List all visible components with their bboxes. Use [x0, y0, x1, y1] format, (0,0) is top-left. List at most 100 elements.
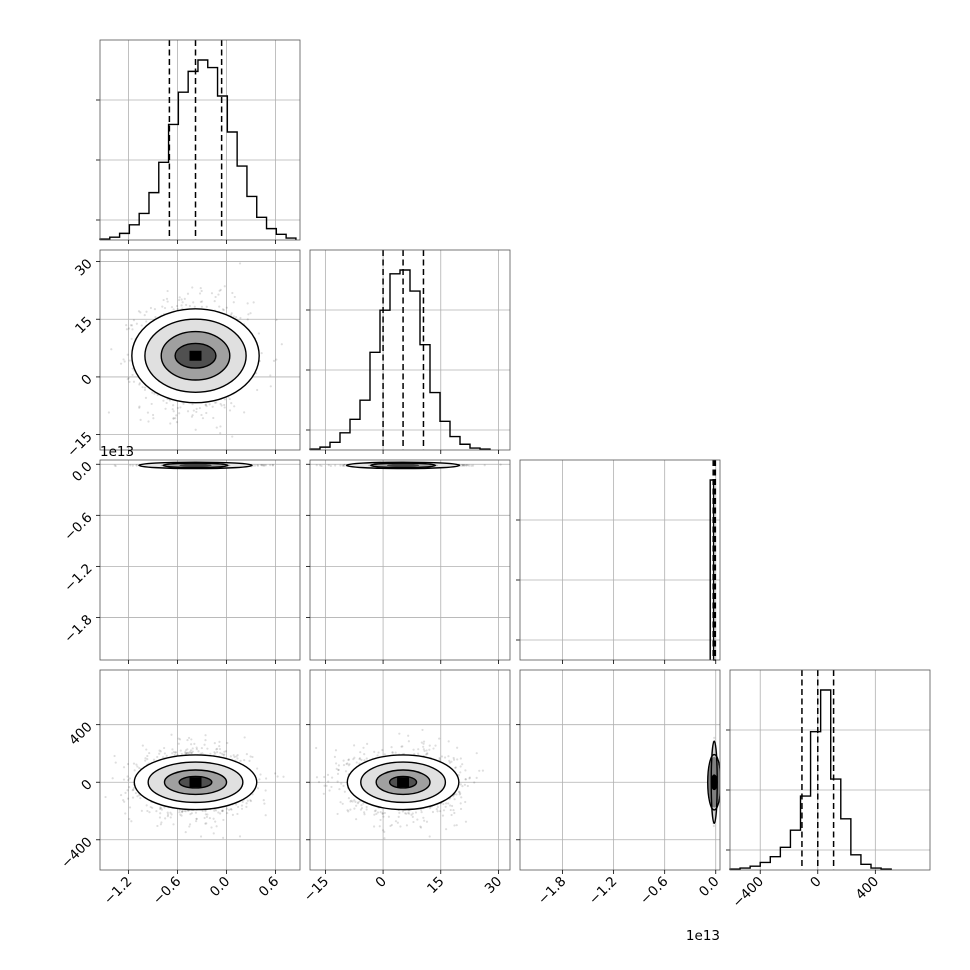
scatter-point: [184, 831, 187, 834]
scatter-point: [228, 397, 231, 401]
scatter-point: [465, 464, 468, 467]
scatter-point: [119, 793, 123, 797]
scatter-point: [186, 748, 189, 751]
scatter-point: [447, 740, 450, 743]
scatter-point: [127, 779, 130, 782]
scatter-point: [125, 324, 128, 327]
scatter-point: [175, 414, 178, 417]
scatter-point: [465, 464, 468, 467]
scatter-point: [253, 464, 257, 467]
scatter-point: [174, 751, 177, 754]
scatter-point: [391, 751, 394, 754]
scatter-point: [124, 791, 127, 794]
scatter-point: [203, 816, 206, 820]
scatter-point: [145, 804, 148, 807]
scatter-point: [276, 775, 279, 778]
panel-2-0: [96, 459, 301, 664]
scatter-point: [214, 809, 218, 812]
scatter-point: [239, 316, 242, 320]
panel-frame: [99, 249, 301, 451]
scatter-point: [390, 823, 393, 827]
scatter-point: [330, 776, 334, 779]
scatter-point: [183, 809, 186, 812]
scatter-point: [219, 812, 222, 815]
scatter-point: [169, 422, 172, 425]
scatter-point: [352, 758, 355, 761]
scatter-point: [222, 753, 225, 757]
scatter-point: [213, 751, 216, 754]
scatter-point: [214, 820, 217, 823]
panel-3-1: [306, 669, 511, 874]
scatter-point: [138, 406, 141, 409]
scatter-point: [376, 754, 379, 757]
scatter-point: [246, 302, 249, 305]
scatter-point: [178, 811, 181, 814]
scatter-point: [243, 411, 246, 414]
scatter-point: [195, 820, 198, 823]
contour-line: [144, 318, 247, 394]
scatter-point: [113, 464, 116, 467]
scatter-point: [264, 777, 268, 780]
scatter-point: [155, 810, 158, 813]
scatter-point: [170, 733, 173, 736]
scatter-point: [425, 820, 429, 823]
scatter-point: [420, 741, 423, 744]
scatter-point: [397, 815, 400, 818]
scatter-point: [172, 823, 175, 826]
density-peak: [189, 350, 202, 361]
scatter-point: [236, 805, 240, 809]
panel-frame: [99, 669, 301, 871]
scatter-point: [172, 308, 175, 311]
scatter-point: [358, 757, 361, 760]
scatter-point: [156, 824, 159, 828]
scatter-point: [256, 464, 260, 467]
scatter-point: [212, 832, 215, 835]
scatter-point: [213, 809, 216, 812]
scatter-point: [205, 404, 208, 408]
scatter-point: [178, 809, 181, 812]
scatter-point: [144, 396, 148, 399]
scatter-point: [217, 293, 220, 296]
scatter-point: [213, 401, 217, 404]
scatter-point: [209, 752, 212, 755]
panel-content: [113, 461, 275, 470]
scatter-point: [199, 835, 203, 838]
scatter-point: [329, 464, 332, 468]
scatter-point: [412, 820, 415, 824]
scatter-point: [185, 751, 188, 755]
contour-line: [131, 308, 260, 404]
scatter-point: [183, 751, 187, 754]
scatter-point: [97, 804, 99, 806]
scatter-point: [178, 298, 181, 302]
scatter-point: [399, 825, 402, 828]
scatter-point: [204, 734, 207, 737]
scatter-point: [224, 750, 227, 753]
scatter-point: [163, 752, 166, 755]
scatter-point: [373, 750, 376, 753]
scatter-point: [259, 463, 263, 467]
scatter-point: [135, 763, 138, 766]
scatter-point: [232, 754, 235, 757]
scatter-point: [129, 324, 133, 327]
scatter-point: [131, 464, 134, 467]
scatter-point: [273, 772, 277, 775]
scatter-point: [246, 799, 249, 802]
scatter-point: [188, 825, 191, 828]
scatter-point: [373, 810, 377, 813]
scatter-point: [184, 752, 187, 755]
scatter-point: [179, 813, 182, 816]
scatter-point: [170, 813, 173, 816]
scatter-point: [467, 464, 471, 467]
histogram-0: [99, 59, 297, 240]
scatter-point: [252, 301, 255, 304]
scatter-point: [249, 755, 252, 758]
scatter-point: [130, 324, 134, 327]
scatter-point: [236, 812, 239, 816]
scatter-point: [160, 821, 163, 824]
scatter-point: [420, 808, 423, 811]
scatter-point: [282, 775, 285, 778]
scatter-point: [256, 388, 259, 392]
scatter-point: [334, 749, 338, 752]
scatter-point: [114, 464, 117, 468]
density-peak: [189, 777, 202, 788]
